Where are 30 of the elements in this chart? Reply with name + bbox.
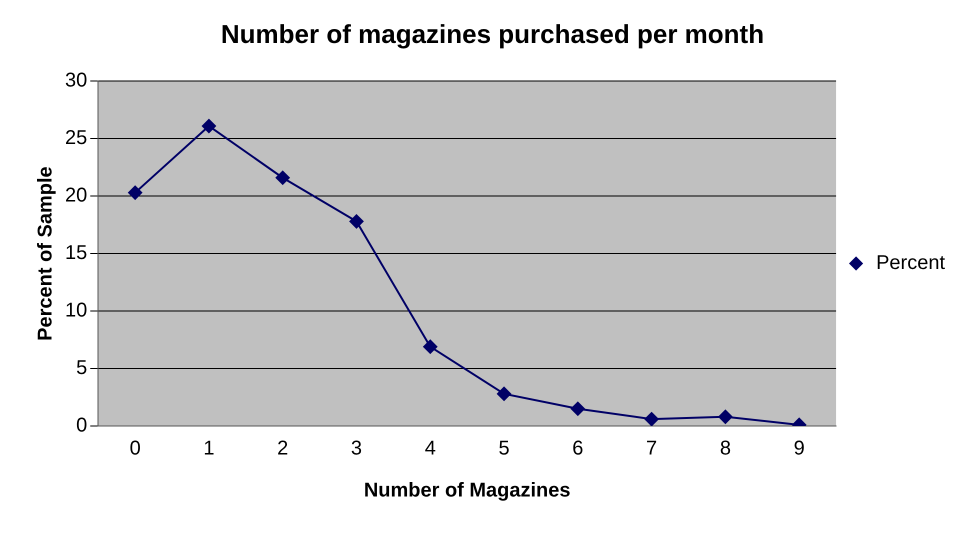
x-tick-label: 1 (203, 438, 214, 460)
y-axis-title: Percent of Sample (34, 166, 57, 341)
y-tick-label: 25 (64, 127, 88, 150)
legend-label: Percent (876, 252, 946, 274)
point (128, 186, 142, 200)
x-tick-label: 5 (498, 438, 510, 460)
y-tick-label: 0 (76, 414, 88, 437)
point (276, 170, 290, 185)
y-tick-label: 30 (64, 70, 88, 92)
y-tick-label: 15 (64, 242, 88, 264)
y-tick-label: 5 (76, 357, 88, 380)
point (349, 214, 364, 228)
x-tick-label: 8 (720, 438, 731, 460)
x-tick-label: 4 (424, 438, 436, 460)
x-tick-label: 2 (277, 438, 288, 460)
y-tick-label: 20 (64, 184, 88, 207)
point (644, 412, 659, 426)
point (497, 386, 512, 401)
point (423, 340, 438, 354)
x-tick-label: 6 (572, 438, 584, 460)
x-tick-label: 0 (130, 438, 141, 460)
x-tick-label: 3 (350, 438, 362, 460)
x-tick-label: 7 (646, 438, 658, 460)
chart-title: Number of magazines purchased per month (220, 18, 764, 49)
y-tick-label: 10 (64, 300, 88, 322)
point (202, 119, 216, 134)
point (718, 410, 732, 424)
x-tick-label: 9 (794, 438, 805, 460)
point (570, 402, 585, 416)
x-axis-title: Number of Magazines (364, 480, 571, 502)
